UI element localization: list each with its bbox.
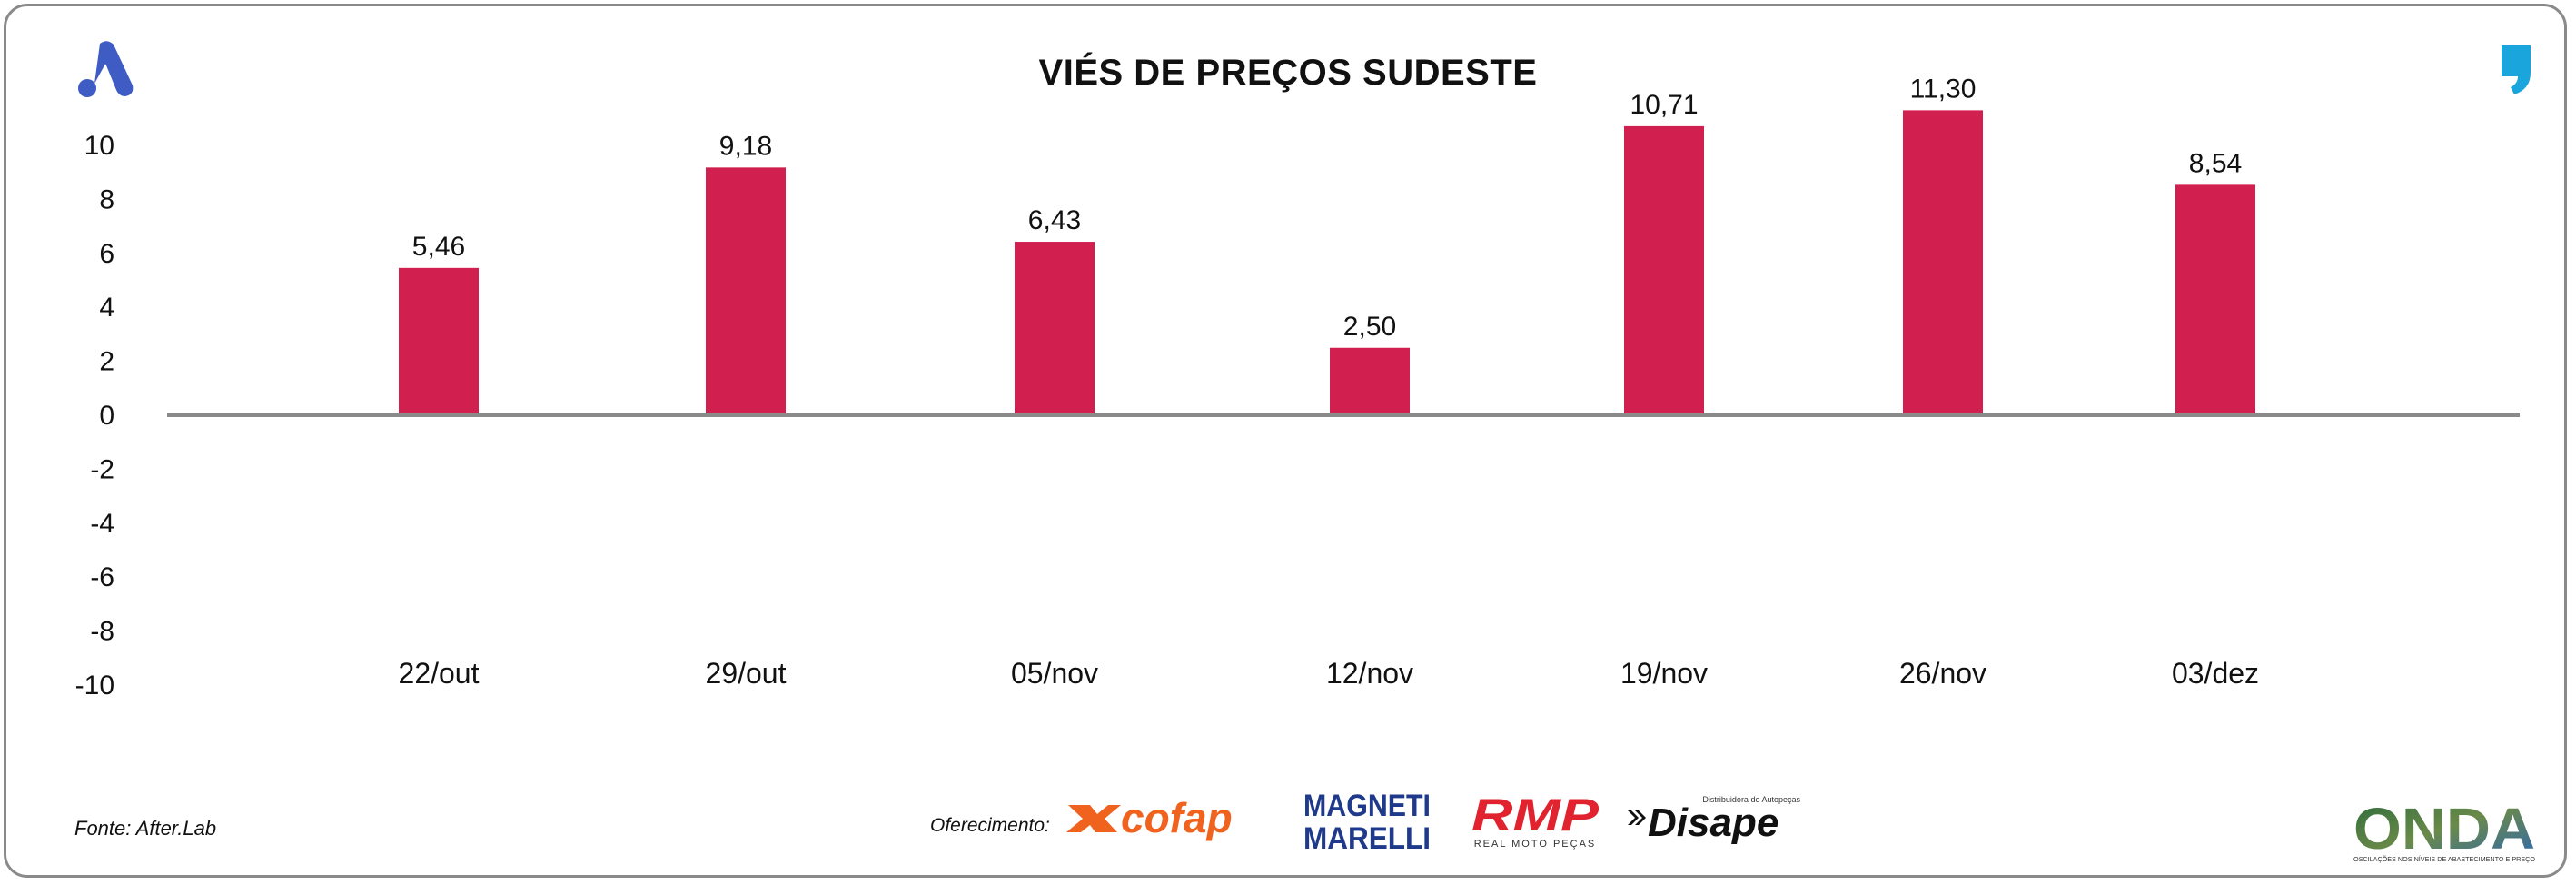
after-lab-logo-icon bbox=[78, 41, 134, 97]
magneti-marelli-logo: MAGNETI MARELLI bbox=[1303, 789, 1431, 852]
cofap-logo: cofap bbox=[1066, 794, 1233, 841]
x-tick-label: 05/nov bbox=[1011, 657, 1098, 690]
y-tick-label: -8 bbox=[90, 617, 114, 647]
disape-logo: Distribuidora de Autopeças Disape bbox=[1628, 795, 1800, 845]
bar-19-nov bbox=[1624, 125, 1704, 415]
x-tick-label: 26/nov bbox=[1899, 657, 1986, 690]
disape-subtext: Distribuidora de Autopeças bbox=[1702, 795, 1800, 804]
data-label: 2,50 bbox=[1343, 312, 1396, 342]
data-label: 9,18 bbox=[719, 131, 772, 161]
bar-12-nov bbox=[1330, 347, 1410, 415]
y-tick-label: 8 bbox=[99, 184, 114, 214]
data-label: 10,71 bbox=[1630, 90, 1698, 120]
rmp-subtext: REAL MOTO PEÇAS bbox=[1474, 839, 1597, 850]
bar-05-nov bbox=[1015, 242, 1095, 415]
rmp-logo: RMP REAL MOTO PEÇAS bbox=[1471, 791, 1600, 850]
magneti-line1: MAGNETI bbox=[1303, 789, 1431, 823]
rmp-text: RMP bbox=[1471, 791, 1600, 840]
bar-29-out bbox=[706, 167, 786, 415]
x-tick-label: 22/out bbox=[399, 657, 480, 690]
y-tick-label: 4 bbox=[99, 293, 114, 323]
data-label: 8,54 bbox=[2189, 148, 2242, 178]
x-tick-label: 03/dez bbox=[2172, 657, 2259, 690]
y-tick-label: -2 bbox=[90, 454, 114, 484]
bar-22-out bbox=[399, 267, 479, 415]
sponsor-label: Oferecimento: bbox=[930, 815, 1050, 836]
x-tick-label: 29/out bbox=[706, 657, 787, 690]
y-tick-label: -6 bbox=[90, 562, 114, 592]
data-label: 5,46 bbox=[412, 232, 465, 262]
onda-text: ONDA bbox=[2353, 796, 2535, 861]
y-tick-label: -4 bbox=[90, 509, 114, 539]
onda-logo: ONDA OSCILAÇÕES NOS NÍVEIS DE ABASTECIME… bbox=[2353, 796, 2536, 863]
bar-03-dez bbox=[2175, 184, 2255, 415]
disape-text: Disape bbox=[1648, 800, 1778, 845]
y-tick-label: 0 bbox=[99, 401, 114, 431]
source-note: Fonte: After.Lab bbox=[74, 817, 217, 840]
chart-frame bbox=[4, 4, 2567, 878]
quote-mark-icon bbox=[2502, 45, 2531, 94]
onda-subtext: OSCILAÇÕES NOS NÍVEIS DE ABASTECIMENTO E… bbox=[2353, 855, 2536, 863]
x-tick-label: 12/nov bbox=[1326, 657, 1413, 690]
marelli-line2: MARELLI bbox=[1303, 821, 1431, 852]
data-label: 11,30 bbox=[1910, 74, 1977, 104]
chart-title: VIÉS DE PREÇOS SUDESTE bbox=[1038, 53, 1538, 93]
y-tick-label: 6 bbox=[99, 239, 114, 269]
y-tick-label: -10 bbox=[75, 671, 114, 701]
cofap-logo-text: cofap bbox=[1121, 794, 1233, 841]
data-label: 6,43 bbox=[1028, 205, 1081, 235]
y-tick-label: 10 bbox=[84, 131, 114, 161]
y-tick-label: 2 bbox=[99, 347, 114, 377]
bar-26-nov bbox=[1903, 110, 1983, 415]
x-tick-label: 19/nov bbox=[1620, 657, 1708, 690]
